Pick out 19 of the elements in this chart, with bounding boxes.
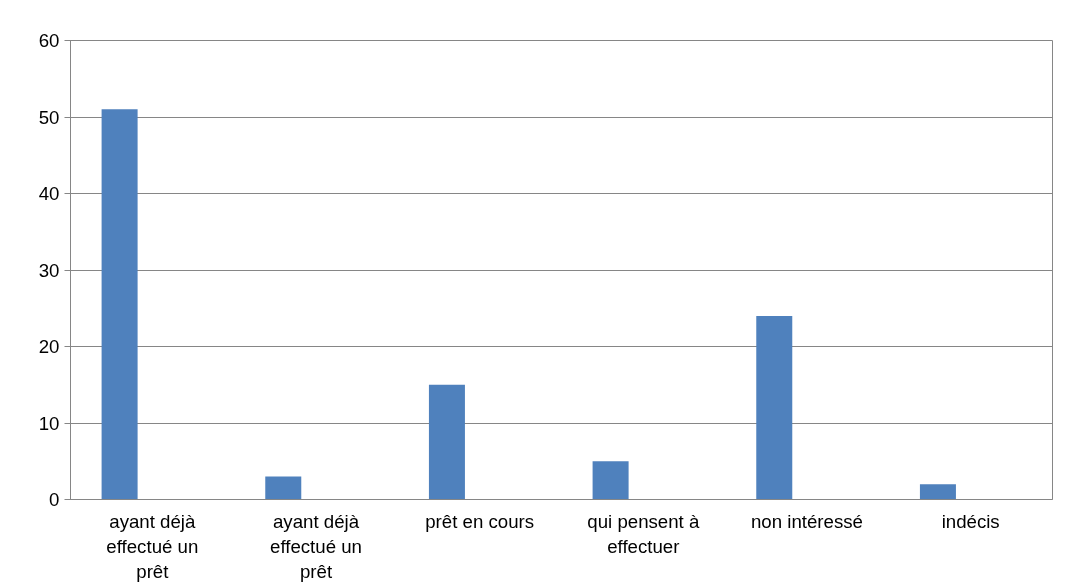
y-tick-label: 30 [38,259,60,281]
bar [265,476,302,500]
y-tick-label: 50 [38,106,60,128]
x-tick-label: indécis [941,510,1000,532]
x-tick-label: non intéressé [750,510,864,532]
x-tick-label: qui pensent à effectuer [587,510,700,557]
x-tick-label: ayant déjà effectué un prêt [270,510,362,582]
y-tick-label: 20 [38,336,60,357]
y-tick-label: 60 [38,30,60,51]
x-tick-label: ayant déjà effectué un prêt [106,510,199,582]
bar [592,461,629,500]
bar [756,315,793,500]
y-tick-label: 0 [49,489,60,510]
bar [428,384,465,500]
y-tick-label: 40 [38,183,60,204]
x-tick-label: prêt en cours [425,510,535,532]
bar [101,109,138,500]
y-tick-label: 10 [38,412,60,434]
bar [919,484,956,500]
